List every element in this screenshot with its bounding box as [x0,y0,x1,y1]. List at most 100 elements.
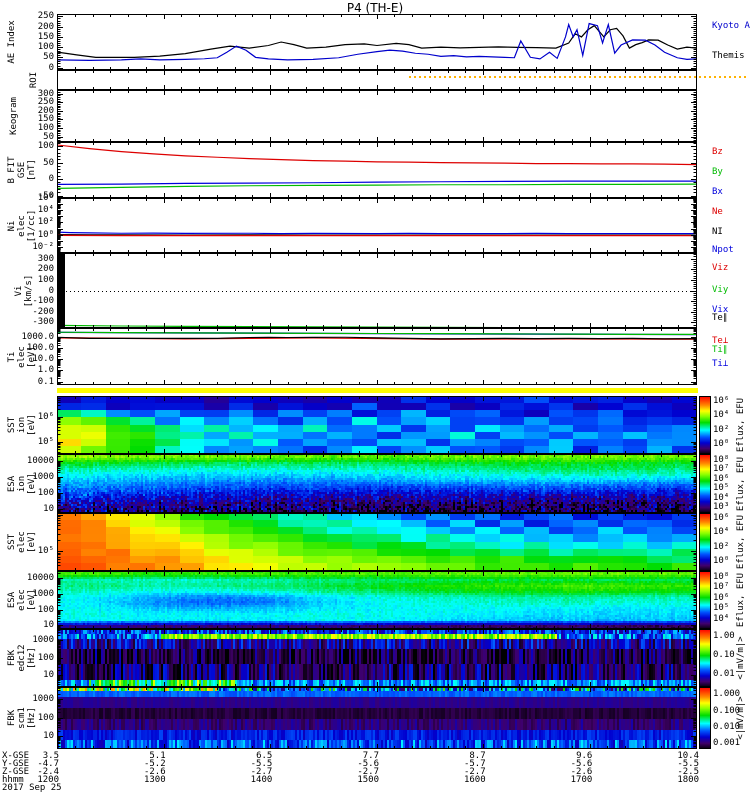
colorbar-tick-esa-ion-0: 10⁸ [713,454,730,465]
ytick-label-ni: 10⁶ [37,193,54,203]
colorbar-tick-fbk-scm1-1: 0.100 [713,705,741,716]
ytick-label-esa-ion: 10 [43,504,54,515]
ytick-label-keogram: 150 [37,114,54,125]
ytick-label-bfit: 50 [43,157,54,168]
ytick-label-sst-elec: 10⁵ [37,545,54,556]
panel-label-esa-ion: ESA ion [eV] [7,472,37,495]
ytick-label-ae: 150 [37,31,54,42]
colorbar-unit-sst-elec: Eflux, EFU [736,514,746,570]
ytick-label-vi: -300 [32,317,54,328]
legend-vi-1: Viy [712,285,729,295]
colorbar-tick-sst-elec-3: 10⁰ [713,556,730,567]
ytick-label-ae: 0 [48,62,54,73]
colorbar-tick-esa-elec-3: 10⁵ [713,603,730,614]
panel-label-roi: ROI [29,71,39,89]
colorbar-tick-fbk-scm1-0: 1.000 [713,689,741,700]
ytick-label-ti: 1.0 [37,365,54,376]
ytick-label-esa-ion: 100 [37,488,54,499]
colorbar-unit-sst-ion: Eflux, EFU [736,397,746,453]
ytick-label-ni: 10⁴ [37,205,54,216]
plot-title: P4 (TH-E) [346,1,404,15]
panel-label-sst-elec: SST elec [eV] [7,531,37,553]
colorbar-tick-esa-elec-0: 10⁸ [713,571,730,582]
panel-esa-elec [57,571,697,629]
ytick-label-ti: 1000.0 [21,331,54,342]
ytick-label-esa-ion: 10000 [26,456,54,467]
colorbar-tick-fbk-scm1-3: 0.001 [713,737,741,748]
ytick-label-vi: -100 [32,296,54,307]
panel-label-bfit: B FIT GSE [nT] [7,156,37,184]
colorbar-sst-elec [699,513,711,571]
ytick-label-sst-ion: 10⁵ [37,436,54,447]
panel-label-ti: Ti elec [eV] [7,345,37,368]
ytick-label-bfit: 0 [48,174,54,185]
ytick-label-ni: 10⁻² [32,241,54,252]
colorbar-tick-esa-ion-5: 10³ [713,502,730,513]
ytick-label-esa-elec: 10 [43,620,54,631]
ytick-label-ae: 250 [37,11,54,22]
roi-indicator-line [409,76,746,78]
colorbar-tick-fbk-edc12-1: 0.10 [713,650,735,661]
colorbar-tick-esa-ion-4: 10⁴ [713,492,730,503]
colorbar-tick-sst-elec-1: 10⁴ [713,527,730,538]
ytick-label-ni: 10² [37,217,54,228]
panel-label-fbk-scm1: FBK scm1 [Hz] [7,707,37,729]
colorbar-tick-esa-ion-3: 10⁵ [713,483,730,494]
panel-keogram [57,90,697,142]
legend-ni-2: Npot [712,245,734,255]
ytick-label-fbk-scm1: 1000 [32,694,54,705]
panel-vi [57,253,697,328]
panel-sst-elec [57,513,697,571]
colorbar-tick-esa-elec-2: 10⁶ [713,592,730,603]
ytick-label-keogram: 250 [37,97,54,108]
ytick-label-fbk-edc12: 100 [37,652,54,663]
ytick-label-bfit: 100 [37,140,54,151]
ytick-label-ae: 50 [43,52,54,63]
ytick-label-fbk-scm1: 100 [37,712,54,723]
colorbar-tick-sst-ion-1: 10⁴ [713,410,730,421]
colorbar-unit-esa-ion: Eflux, EFU [736,456,746,511]
ytick-label-keogram: 100 [37,122,54,133]
panel-label-ae: AE Index [7,20,17,64]
colorbar-fbk-scm1 [699,687,711,749]
colorbar-tick-fbk-edc12-0: 1.00 [713,630,735,641]
ytick-label-ti: 100.0 [26,342,54,353]
panel-ni [57,198,697,253]
legend-ae-1: Themis AE [712,51,750,61]
legend-ti-1: Te⊥ [712,336,729,346]
colorbar-tick-fbk-scm1-2: 0.010 [713,721,741,732]
colorbar-tick-sst-ion-3: 10⁰ [713,439,730,450]
ytick-label-vi: 100 [37,274,54,285]
yellow-bar [57,388,698,393]
colorbar-tick-esa-elec-4: 10⁴ [713,613,730,624]
colorbar-tick-sst-elec-0: 10⁶ [713,512,730,523]
panel-label-sst-ion: SST ion [eV] [7,414,37,436]
colorbar-tick-sst-ion-2: 10² [713,424,730,435]
ytick-label-esa-ion: 1000 [32,472,54,483]
legend-bfit-1: By [712,167,723,177]
ytick-label-keogram: 200 [37,105,54,116]
colorbar-sst-ion [699,396,711,454]
legend-ae-0: Kyoto AE [712,21,750,31]
ytick-label-vi: 200 [37,264,54,275]
panel-label-vi: Vi [km/s] [14,274,34,307]
legend-vi-2: Vix [712,305,729,315]
colorbar-esa-ion [699,454,711,513]
panel-fbk-scm1 [57,687,697,749]
legend-ti-0: Te∥ [712,313,728,323]
panel-ti [57,328,697,385]
colorbar-tick-esa-ion-2: 10⁶ [713,473,730,484]
ytick-label-ni: 10⁰ [37,229,54,240]
colorbar-unit-fbk-edc12: <|mV/m|> [736,636,746,680]
ytick-label-ti: 10.0 [32,354,54,365]
ytick-label-ti: 0.1 [37,376,54,387]
ytick-label-vi: 300 [37,253,54,264]
ytick-label-vi: 0 [48,285,54,296]
panel-fbk-edc12 [57,629,697,687]
colorbar-tick-sst-ion-0: 10⁶ [713,395,730,406]
colorbar-unit-fbk-scm1: <|mV/m|> [736,696,746,740]
ytick-label-keogram: 50 [43,131,54,142]
ytick-label-sst-ion: 10⁶ [37,411,54,422]
ytick-label-fbk-scm1: 10 [43,731,54,742]
